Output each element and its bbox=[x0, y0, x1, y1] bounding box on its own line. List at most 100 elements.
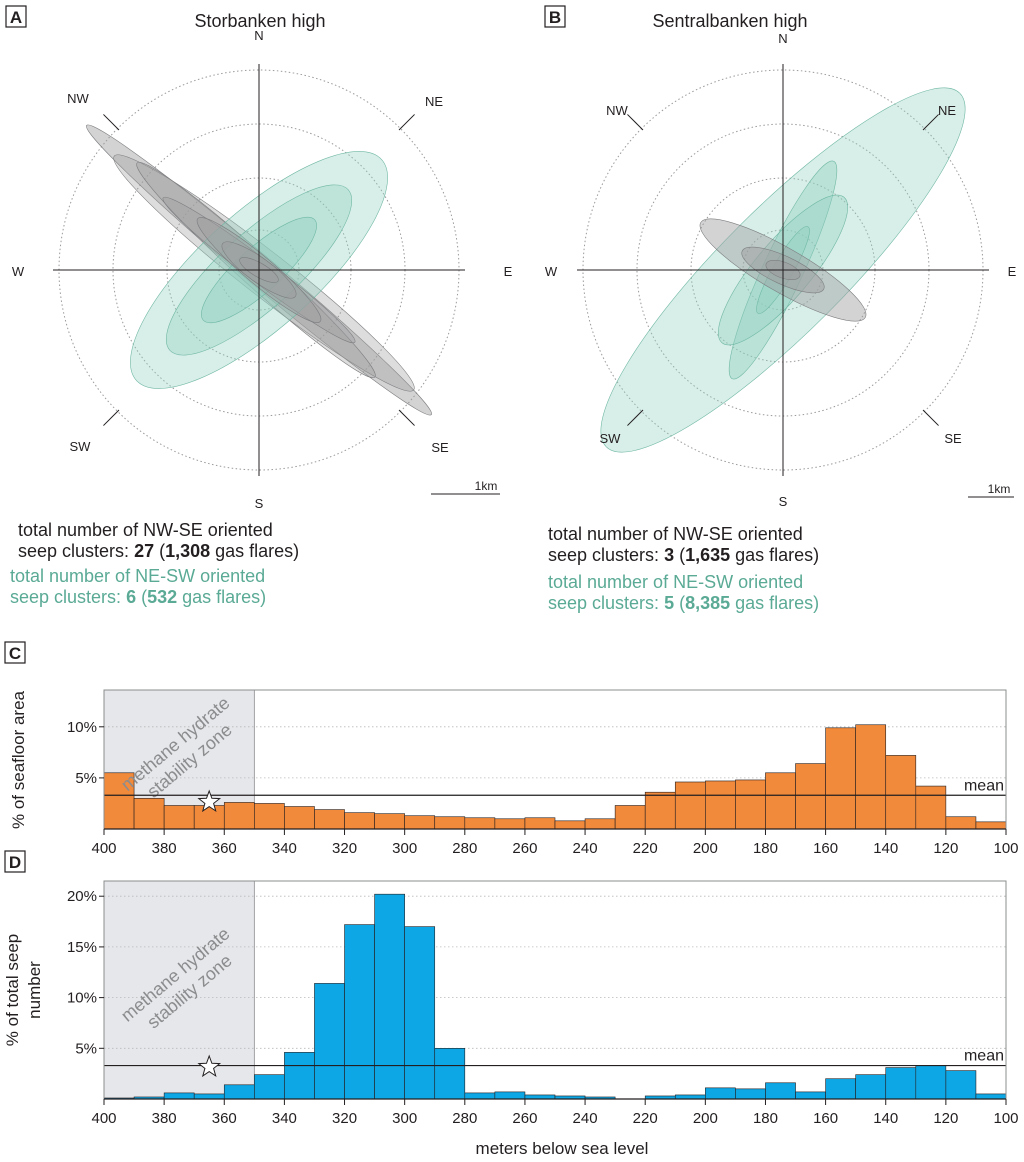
rose-diagram-a bbox=[53, 64, 465, 476]
rose-b-label-e: E bbox=[1008, 264, 1017, 279]
chart-d-xtick-label: 340 bbox=[272, 1110, 297, 1127]
chart-c-bar bbox=[915, 785, 947, 830]
chart-c-bar bbox=[434, 816, 466, 830]
rose-a-label-w: W bbox=[12, 264, 25, 279]
chart-c-bar bbox=[284, 806, 315, 830]
chart-d-bar bbox=[314, 983, 345, 1100]
rose-a-diag-tick bbox=[398, 114, 415, 131]
caption-b-nesw: total number of NE-SW oriented seep clus… bbox=[548, 572, 819, 614]
chart-c-bar bbox=[524, 817, 556, 830]
chart-c-bar bbox=[885, 755, 917, 830]
panel-a-title: Storbanken high bbox=[194, 11, 325, 31]
chart-c-xtick-label: 140 bbox=[873, 840, 898, 857]
chart-c-mean-label: mean bbox=[964, 777, 1004, 794]
chart-d-stability-zone bbox=[103, 880, 255, 1100]
chart-d-xtick-label: 300 bbox=[392, 1110, 417, 1127]
chart-c-bar bbox=[705, 780, 736, 830]
chart-c-xtick-label: 320 bbox=[332, 840, 357, 857]
panel-c: C methane hydratestability zone mean5%10%… bbox=[4, 641, 1019, 857]
chart-d-bar bbox=[975, 1093, 1007, 1100]
caption-b-nesw-line1: total number of NE-SW oriented bbox=[548, 572, 804, 592]
caption-b-nwse-suffix: gas flares) bbox=[730, 545, 820, 565]
rose-b-diag-tick bbox=[922, 409, 939, 426]
rose-a-diag-tick bbox=[103, 114, 120, 131]
scale-bar-a-label: 1km bbox=[475, 479, 498, 493]
rose-a-diag-tick bbox=[103, 409, 120, 426]
chart-d-ytick-label: 5% bbox=[75, 1040, 97, 1057]
chart-c-bar bbox=[374, 813, 405, 830]
chart-c-bar bbox=[825, 727, 856, 830]
caption-a-nwse-line2: seep clusters: 27 (1,308 gas flares) bbox=[18, 541, 299, 562]
chart-d-xtick-label: 400 bbox=[91, 1110, 116, 1127]
rose-b-diag-tick bbox=[922, 114, 939, 131]
chart-d-bar bbox=[915, 1065, 947, 1100]
rose-b-label-nw: NW bbox=[606, 103, 628, 118]
chart-d-bar bbox=[344, 924, 375, 1100]
chart-c-bar bbox=[223, 802, 255, 830]
chart-c-bar bbox=[614, 805, 646, 830]
caption-b-nwse-line1: total number of NW-SE oriented bbox=[548, 524, 803, 544]
chart-c-bar bbox=[674, 781, 706, 830]
caption-a-nesw-prefix: seep clusters: bbox=[10, 587, 127, 607]
chart-c-bar bbox=[314, 809, 345, 830]
chart-d-bar bbox=[434, 1048, 466, 1100]
chart-c-bar bbox=[254, 803, 285, 830]
chart-d-bar bbox=[885, 1067, 917, 1100]
chart-c-bar bbox=[855, 724, 887, 830]
rose-b-label-s: S bbox=[779, 494, 788, 509]
caption-a-nesw-line1: total number of NE-SW oriented bbox=[10, 566, 266, 586]
caption-a-nwse-flares: 1,308 bbox=[165, 541, 211, 561]
chart-d-ylabel: % of total seep number bbox=[3, 934, 44, 1046]
chart-d-bar bbox=[524, 1094, 556, 1100]
caption-a-nesw-line2: seep clusters: 6 (532 gas flares) bbox=[10, 587, 266, 608]
chart-d-xtick-label: 140 bbox=[873, 1110, 898, 1127]
chart-d: methane hydratestability zonemean5%10%15… bbox=[3, 880, 1019, 1158]
chart-d-ytick-label: 10% bbox=[67, 990, 97, 1007]
chart-c-xtick-label: 100 bbox=[993, 840, 1018, 857]
rose-b-label-se: SE bbox=[944, 431, 962, 446]
chart-d-bar bbox=[795, 1091, 826, 1100]
panel-a-letter-box bbox=[5, 5, 27, 28]
chart-c-xtick-label: 360 bbox=[212, 840, 237, 857]
chart-d-ylabel-line2: number bbox=[25, 961, 44, 1019]
caption-a-nwse-suffix: gas flares) bbox=[210, 541, 300, 561]
caption-a-nesw: total number of NE-SW oriented seep clus… bbox=[10, 566, 266, 608]
chart-d-bar bbox=[705, 1087, 736, 1100]
chart-c-xtick-label: 180 bbox=[753, 840, 778, 857]
caption-a-nesw-count: 6 bbox=[126, 587, 137, 607]
chart-d-ylabel-line1: % of total seep bbox=[3, 934, 22, 1046]
rose-a-label-s: S bbox=[255, 496, 264, 511]
chart-c-bar bbox=[795, 763, 826, 830]
chart-d-bar bbox=[163, 1092, 195, 1100]
chart-c-bar bbox=[133, 798, 165, 830]
caption-b-nesw-flares: 8,385 bbox=[685, 593, 731, 613]
rose-a-label-nw: NW bbox=[67, 91, 89, 106]
rose-b-label-sw: SW bbox=[600, 431, 622, 446]
chart-d-xtick-label: 240 bbox=[573, 1110, 598, 1127]
panel-d-letter: D bbox=[9, 853, 21, 872]
chart-d-mean-label: mean bbox=[964, 1048, 1004, 1065]
caption-b-nwse-flares: 1,635 bbox=[685, 545, 731, 565]
chart-d-bar bbox=[193, 1093, 225, 1100]
chart-c-xtick-label: 400 bbox=[91, 840, 116, 857]
chart-d-bar bbox=[284, 1052, 315, 1100]
chart-d-xtick-label: 320 bbox=[332, 1110, 357, 1127]
chart-c-bar bbox=[765, 772, 796, 830]
chart-c-xtick-label: 160 bbox=[813, 840, 838, 857]
caption-a-nwse-open: ( bbox=[154, 541, 166, 561]
chart-d-bar bbox=[374, 893, 405, 1100]
panel-d: D methane hydratestability zonemean5%10%… bbox=[3, 850, 1019, 1158]
chart-d-xtick-label: 200 bbox=[693, 1110, 718, 1127]
chart-d-xtick-label: 380 bbox=[152, 1110, 177, 1127]
caption-b-nesw-prefix: seep clusters: bbox=[548, 593, 665, 613]
chart-c-bar bbox=[464, 817, 496, 830]
chart-d-bar bbox=[674, 1094, 706, 1100]
chart-d-bar bbox=[855, 1074, 887, 1100]
chart-d-xtick-label: 100 bbox=[993, 1110, 1018, 1127]
chart-c-xtick-label: 380 bbox=[152, 840, 177, 857]
chart-c-xtick-label: 220 bbox=[633, 840, 658, 857]
chart-d-bar bbox=[765, 1082, 796, 1100]
rose-a-diag-tick bbox=[398, 409, 415, 426]
chart-c-bar bbox=[554, 820, 586, 830]
